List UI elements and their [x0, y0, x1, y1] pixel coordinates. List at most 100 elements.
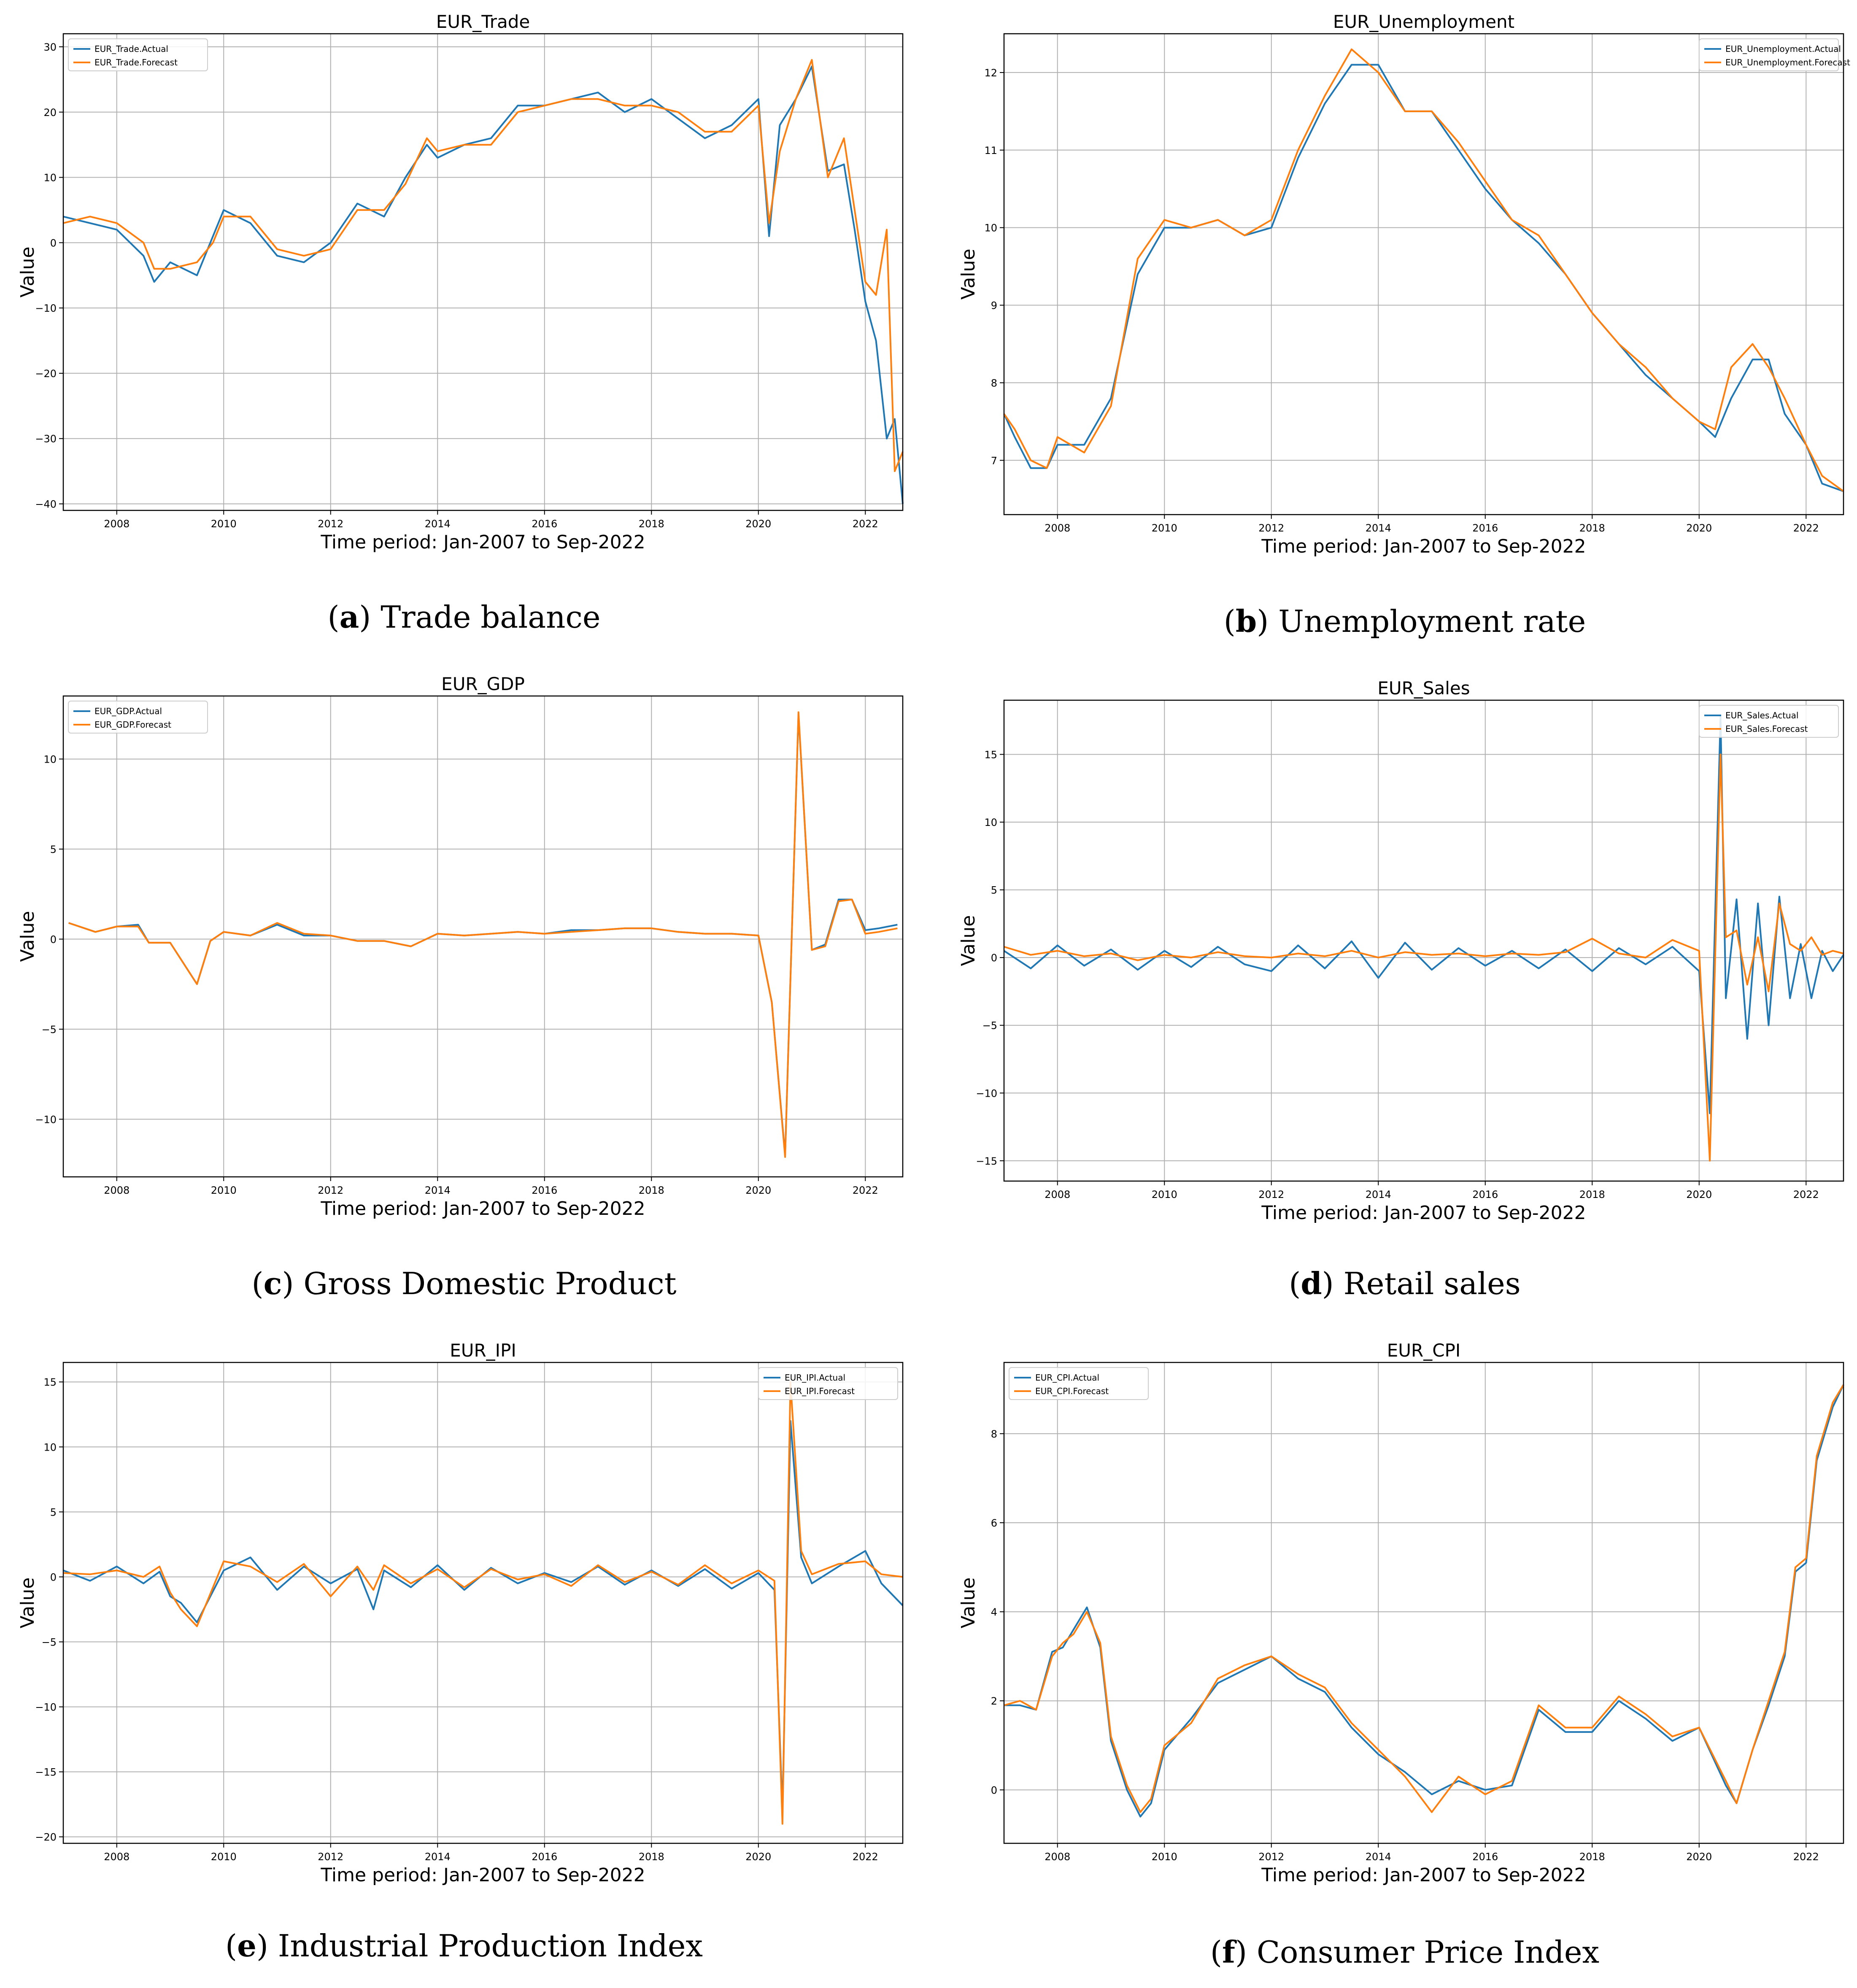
x-tick-label: 2014 — [1366, 1189, 1391, 1200]
caption-c: (c) Gross Domestic Product — [251, 1265, 677, 1301]
y-tick-label: −5 — [42, 1636, 57, 1648]
x-tick-label: 2012 — [318, 518, 343, 530]
y-tick-label: 9 — [991, 300, 997, 312]
series-line-forecast — [1003, 48, 1844, 492]
y-tick-label: −5 — [982, 1020, 997, 1032]
legend-entry: EUR_Trade.Actual — [94, 44, 168, 54]
legend-entry: EUR_Unemployment.Forecast — [1725, 57, 1850, 67]
series-line-forecast — [1004, 1384, 1844, 1813]
x-tick-label: 2008 — [104, 1184, 130, 1196]
x-tick-label: 2016 — [532, 518, 557, 530]
x-tick-label: 2018 — [639, 1851, 664, 1863]
legend-entry: EUR_CPI.Forecast — [1035, 1386, 1109, 1396]
chart-svg: EUR_CPI 2008 2010 2012 2014 2016 2018 2020 2022 0… — [958, 1340, 1844, 1886]
plot-frame — [62, 695, 904, 1178]
chart-panel-f: EUR_CPI 2008 2010 2012 2014 2016 2018 2020 2022 0… — [949, 1337, 1852, 1908]
x-tick-label: 2022 — [853, 1184, 878, 1196]
y-tick-label: 0 — [991, 1784, 997, 1796]
y-tick-label: −40 — [35, 499, 57, 510]
y-tick-label: 10 — [43, 753, 57, 765]
y-tick-label: 8 — [991, 377, 997, 389]
chart-svg: EUR_Unemployment 2008 2010 2012 2014 2016 2018… — [958, 11, 1850, 557]
chart-panel-d: EUR_Sales 2008 2010 2012 2014 2016 2018 2020 202… — [949, 675, 1852, 1246]
chart-panel-a: EUR_Trade 2008 2010 2012 2014 2016 2018 2020 202… — [8, 8, 911, 575]
legend-box — [68, 38, 208, 71]
caption-a: (a) Trade balance — [327, 599, 601, 635]
x-tick-label: 2016 — [1472, 1189, 1498, 1200]
x-tick-label: 2012 — [318, 1851, 343, 1863]
legend-box — [68, 701, 208, 734]
y-tick-label: 10 — [984, 817, 997, 828]
x-axis-label: Time period: Jan-2007 to Sep-2022 — [320, 1864, 645, 1886]
y-tick-label: −30 — [35, 433, 57, 445]
legend: EUR_Unemployment.Actual EUR_Unemployment.… — [1699, 38, 1850, 71]
x-axis-label: Time period: Jan-2007 to Sep-2022 — [1261, 536, 1586, 557]
y-tick-label: 0 — [50, 933, 57, 945]
x-tick-label: 2022 — [1793, 522, 1819, 534]
y-tick-label: 0 — [50, 237, 57, 249]
y-axis-label: Value — [958, 1578, 979, 1629]
x-tick-label: 2018 — [1579, 1851, 1605, 1863]
x-tick-label: 2014 — [425, 518, 451, 530]
legend: EUR_Trade.Actual EUR_Trade.Forecast — [68, 38, 208, 71]
x-tick-label: 2008 — [1045, 1851, 1070, 1863]
series-line-forecast — [63, 59, 904, 472]
x-axis-label: Time period: Jan-2007 to Sep-2022 — [1261, 1864, 1586, 1886]
legend-entry: EUR_Sales.Actual — [1725, 710, 1798, 720]
x-tick-label: 2014 — [1366, 1851, 1391, 1863]
x-tick-label: 2008 — [104, 1851, 130, 1863]
x-tick-label: 2020 — [1686, 522, 1712, 534]
x-axis-label: Time period: Jan-2007 to Sep-2022 — [1261, 1202, 1586, 1224]
x-tick-label: 2016 — [1472, 1851, 1498, 1863]
x-tick-label: 2022 — [1793, 1851, 1819, 1863]
x-tick-label: 2008 — [1045, 522, 1070, 534]
y-tick-label: 10 — [43, 1441, 57, 1453]
plot-frame — [1003, 33, 1844, 515]
chart-svg: EUR_GDP 2008 2010 2012 2014 2016 2018 2020 2022 −… — [17, 674, 904, 1219]
chart-title: EUR_GDP — [441, 674, 525, 694]
legend-entry: EUR_GDP.Actual — [94, 706, 162, 716]
legend: EUR_GDP.Actual EUR_GDP.Forecast — [68, 701, 208, 734]
plot-frame — [1003, 1362, 1844, 1844]
y-tick-label: 10 — [43, 172, 57, 184]
y-axis-label: Value — [958, 249, 979, 300]
caption-e: (e) Industrial Production Index — [225, 1928, 703, 1964]
y-tick-label: 10 — [984, 222, 997, 234]
plot-frame — [1003, 699, 1844, 1182]
y-tick-label: 0 — [50, 1571, 57, 1583]
legend: EUR_CPI.Actual EUR_CPI.Forecast — [1009, 1367, 1149, 1400]
legend-entry: EUR_CPI.Actual — [1035, 1373, 1099, 1383]
series-line-actual — [1003, 715, 1844, 1114]
x-tick-label: 2022 — [853, 1851, 878, 1863]
legend: EUR_IPI.Actual EUR_IPI.Forecast — [758, 1367, 898, 1400]
chart-title: EUR_IPI — [450, 1340, 516, 1361]
y-tick-label: 7 — [991, 455, 997, 467]
y-tick-label: −10 — [976, 1087, 997, 1099]
x-axis-label: Time period: Jan-2007 to Sep-2022 — [320, 1198, 645, 1219]
y-tick-label: 6 — [991, 1517, 997, 1529]
chart-svg: EUR_IPI 2008 2010 2012 2014 2016 2018 2020 2022 −… — [17, 1340, 904, 1886]
x-tick-label: 2012 — [1258, 1851, 1284, 1863]
x-tick-label: 2020 — [1686, 1851, 1712, 1863]
series-line-actual — [1003, 64, 1844, 492]
y-tick-label: 8 — [991, 1428, 997, 1440]
x-tick-label: 2014 — [1366, 522, 1391, 534]
x-tick-label: 2010 — [1152, 1851, 1177, 1863]
legend-box — [1699, 38, 1839, 71]
series-line-forecast — [68, 711, 898, 1158]
caption-b: (b) Unemployment rate — [1223, 603, 1586, 639]
y-tick-label: −10 — [35, 302, 57, 314]
y-tick-label: 5 — [50, 844, 57, 855]
chart-title: EUR_Sales — [1377, 678, 1470, 699]
x-tick-label: 2020 — [745, 1184, 771, 1196]
y-tick-label: −20 — [35, 1832, 57, 1843]
y-tick-label: 5 — [50, 1506, 57, 1518]
x-tick-label: 2014 — [425, 1851, 451, 1863]
series-line-actual — [63, 1420, 904, 1812]
x-tick-label: 2020 — [745, 1851, 771, 1863]
chart-svg: EUR_Sales 2008 2010 2012 2014 2016 2018 2020 202… — [958, 678, 1844, 1224]
x-tick-label: 2022 — [853, 518, 878, 530]
legend-entry: EUR_IPI.Forecast — [785, 1386, 855, 1396]
series-line-forecast — [63, 1381, 903, 1825]
